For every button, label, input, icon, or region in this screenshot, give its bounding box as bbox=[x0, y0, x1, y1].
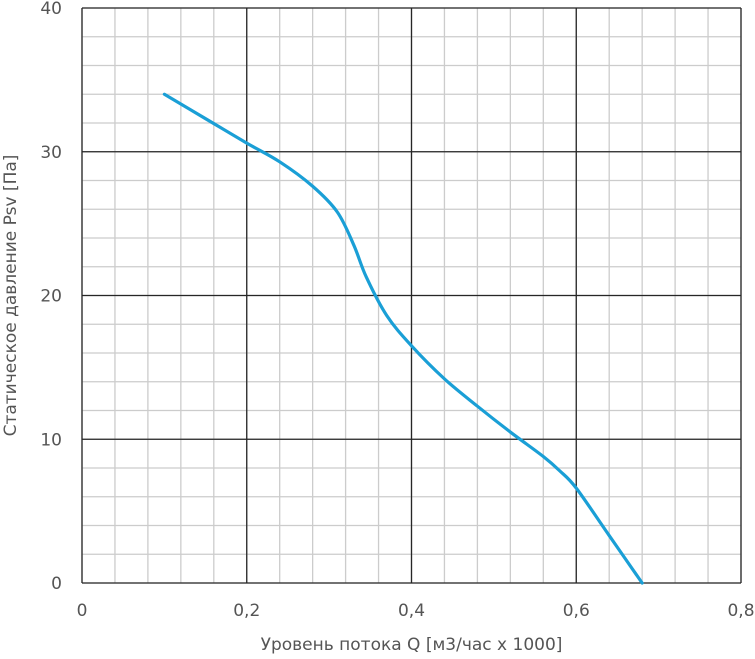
x-tick-label: 0 bbox=[77, 601, 88, 621]
series-layer bbox=[162, 92, 644, 585]
y-tick-label: 30 bbox=[40, 143, 62, 163]
y-axis-title: Статическое давление Psv [Па] bbox=[1, 155, 21, 437]
y-tick-labels: 0 10 20 30 40 bbox=[40, 0, 62, 594]
x-tick-label: 0,6 bbox=[563, 601, 590, 621]
x-tick-label: 0,4 bbox=[398, 601, 425, 621]
x-tick-labels: 0 0,2 0,4 0,6 0,8 bbox=[77, 601, 755, 621]
y-tick-label: 40 bbox=[40, 0, 62, 19]
y-tick-label: 0 bbox=[51, 574, 62, 594]
y-tick-label: 10 bbox=[40, 430, 62, 450]
x-tick-label: 0,2 bbox=[233, 601, 260, 621]
x-axis-title: Уровень потока Q [м3/час x 1000] bbox=[261, 635, 563, 655]
y-tick-label: 20 bbox=[40, 287, 62, 307]
x-tick-label: 0,8 bbox=[727, 601, 754, 621]
series-line bbox=[162, 92, 644, 585]
